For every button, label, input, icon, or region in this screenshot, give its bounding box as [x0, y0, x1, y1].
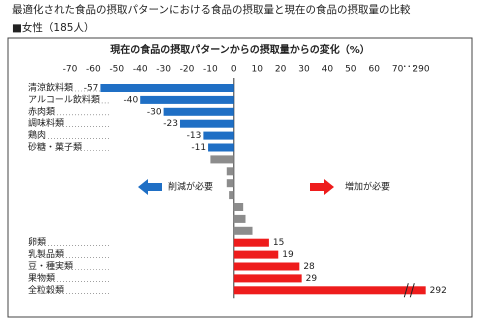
data-label: -30 [147, 107, 162, 117]
x-tick-label: -40 [133, 65, 148, 75]
data-label: -23 [163, 119, 178, 129]
data-label: 29 [306, 274, 318, 284]
bar [233, 203, 244, 211]
annotation: 削減が必要 [168, 181, 213, 193]
x-tick-label: -60 [86, 65, 101, 75]
data-label: 19 [282, 250, 294, 260]
category-label: 調味料類 [28, 117, 64, 129]
chart-title: 現在の食品の摂取パターンからの摂取量からの変化（%） [110, 43, 370, 56]
category-label: 鶏肉 [28, 129, 46, 141]
x-tick-label: -10 [203, 65, 218, 75]
x-tick-label: 20 [275, 65, 287, 75]
bar [233, 262, 300, 271]
x-tick-label: 60 [368, 65, 380, 75]
bar [226, 179, 234, 188]
subtitle: ■女性（185人） [12, 21, 94, 34]
arrow-left [138, 179, 162, 195]
category-label: 果物類 [28, 272, 55, 284]
data-label: -40 [123, 95, 138, 105]
data-label: 28 [303, 262, 315, 272]
bar [163, 107, 234, 116]
category-label: 豆・種実類 [28, 260, 73, 272]
x-tick-label: -50 [109, 65, 124, 75]
bar [210, 155, 234, 164]
category-label: 乳製品類 [28, 248, 64, 260]
category-label: 清涼飲料類 [28, 82, 73, 94]
data-label: -11 [191, 143, 206, 153]
data-label: -13 [187, 131, 202, 141]
x-tick-label: 10 [251, 65, 263, 75]
bar [140, 95, 234, 104]
bar [233, 250, 279, 259]
category-label: 卵類 [28, 237, 46, 248]
category-label: アルコール飲料類 [28, 93, 100, 105]
bar [233, 238, 269, 247]
frame [7, 37, 473, 318]
x-tick-label: -20 [180, 65, 195, 75]
arrow-right [310, 179, 334, 195]
bar [233, 286, 426, 295]
category-label: 赤肉類 [28, 105, 55, 117]
bar [226, 167, 234, 176]
x-tick-label: -30 [156, 65, 171, 75]
bar [233, 226, 253, 235]
title: 最適化された食品の摂取パターンにおける食品の摂取量と現在の食品の摂取量の比較 [12, 3, 411, 16]
bar [208, 143, 234, 152]
category-label: 砂糖・菓子類 [28, 141, 82, 153]
bar [203, 131, 234, 140]
bar [100, 84, 234, 92]
data-label: 292 [430, 286, 447, 296]
x-tick-label: -70 [63, 65, 78, 75]
data-label: -57 [84, 84, 99, 94]
bar [233, 274, 302, 283]
bar [233, 214, 246, 223]
break-mark [403, 283, 415, 298]
x-tick-label: 70 [392, 65, 404, 75]
annotation: 増加が必要 [345, 181, 390, 193]
x-tick-label: 50 [345, 65, 357, 75]
data-label: 15 [273, 238, 284, 248]
category-label: 全粒穀類 [28, 284, 64, 296]
x-tick-label: 0 [231, 65, 237, 75]
bar [179, 119, 234, 128]
axis-break-label: ･･･ [403, 63, 417, 73]
x-tick-label: 30 [298, 65, 310, 75]
bar [229, 191, 234, 200]
x-tick-label: 40 [322, 65, 334, 75]
x-tick-label: 290 [412, 65, 429, 75]
